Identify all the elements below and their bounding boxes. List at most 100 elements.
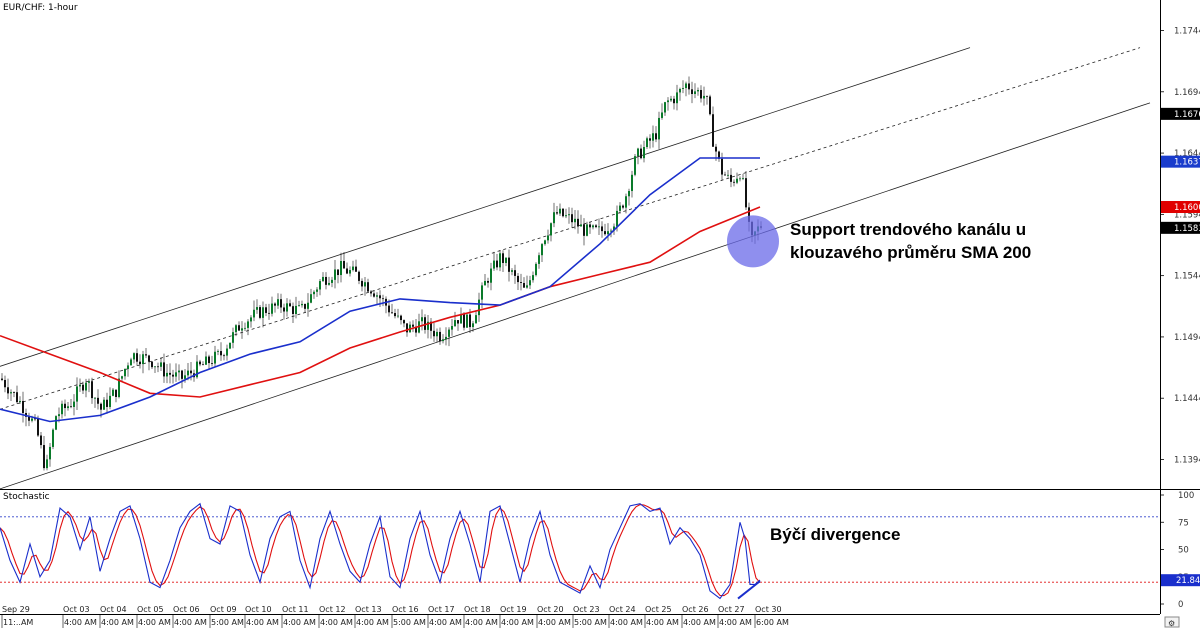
stochastic-axis-tick-label: 0 [1178, 600, 1183, 610]
price-axis-tick-label: 1.1444 [1174, 394, 1200, 404]
candle-body [499, 253, 501, 268]
candle-body [598, 226, 600, 228]
candle-body [415, 326, 417, 333]
candle-body [337, 269, 339, 276]
candle-body [364, 282, 366, 287]
date-label: Oct 03 [63, 605, 90, 614]
date-label: Oct 23 [573, 605, 600, 614]
candle-body [394, 312, 396, 317]
candle-body [373, 293, 375, 297]
time-label: 4:00 AM [429, 618, 462, 627]
candle-body [52, 429, 54, 447]
price-tag-label: 1.1600 [1174, 203, 1200, 213]
time-label: 4:00 AM [174, 618, 207, 627]
date-label: Oct 26 [682, 605, 709, 614]
price-tag-label: 1.1583 [1174, 224, 1200, 234]
candle-body [196, 361, 198, 378]
candle-body [688, 83, 690, 90]
annotation-support-line1: Support trendového kanálu u [790, 220, 1026, 239]
candle-body [523, 282, 525, 288]
stochastic-axis-tick-label: 100 [1178, 491, 1194, 501]
candle-body [16, 392, 18, 403]
highlight-circle [727, 215, 779, 268]
date-label: Oct 30 [755, 605, 782, 614]
time-label: 4:00 AM [610, 618, 643, 627]
time-label: 4:00 AM [719, 618, 752, 627]
candle-body [679, 88, 681, 93]
price-axis-tick-label: 1.1494 [1174, 333, 1200, 343]
candle-body [712, 114, 714, 147]
candle-body [355, 266, 357, 272]
candle-body [589, 224, 591, 228]
price-axis-tick-label: 1.1644 [1174, 149, 1200, 159]
candle-body [256, 307, 258, 310]
candle-body [439, 331, 441, 342]
candle-body [727, 174, 729, 176]
candle-body [175, 372, 177, 377]
candle-body [640, 148, 642, 159]
candle-body [370, 291, 372, 294]
candle-body [469, 314, 471, 328]
time-label: 4:00 AM [646, 618, 679, 627]
candle-body [160, 362, 162, 367]
candle-body [85, 382, 87, 391]
candle-body [376, 295, 378, 297]
candle-body [493, 260, 495, 269]
candle-body [310, 294, 312, 303]
candle-body [115, 389, 117, 398]
candle-body [403, 320, 405, 324]
candle-body [508, 257, 510, 272]
candle-body [82, 384, 84, 391]
candle-body [745, 178, 747, 208]
price-tag-bg [1161, 155, 1200, 168]
candle-body [484, 280, 486, 286]
candle-body [652, 133, 654, 141]
candle-body [532, 275, 534, 281]
price-panel[interactable]: EUR/CHF: 1-hour Support trendového kanál… [0, 0, 1160, 490]
candle-body [340, 261, 342, 276]
date-label: Oct 24 [609, 605, 636, 614]
candle-body [610, 230, 612, 232]
candle-body [211, 363, 213, 364]
candle-body [28, 416, 30, 421]
settings-icon[interactable]: ⚙ [1164, 616, 1180, 628]
stochastic-axis-tick-label: 50 [1178, 546, 1189, 556]
candle-body [91, 381, 93, 399]
candle-body [676, 92, 678, 104]
price-tag-bg [1161, 201, 1200, 214]
candle-body [475, 315, 477, 324]
candle-body [277, 299, 279, 306]
candle-body [649, 138, 651, 141]
candle-body [76, 386, 78, 402]
candle-body [685, 83, 687, 89]
candle-body [553, 212, 555, 224]
candle-body [565, 215, 567, 217]
candle-body [424, 317, 426, 330]
candle-body [406, 323, 408, 333]
candle-body [97, 397, 99, 404]
date-label: Oct 04 [100, 605, 127, 614]
candle-body [700, 89, 702, 99]
candle-body [166, 372, 168, 377]
candle-body [124, 368, 126, 377]
time-label: 4:00 AM [320, 618, 353, 627]
date-label: Oct 09 [210, 605, 237, 614]
candle-body [379, 295, 381, 299]
candle-body [109, 395, 111, 407]
stochastic-panel[interactable]: Stochastic Býčí divergence [0, 492, 1160, 600]
candle-body [661, 112, 663, 118]
candle-body [325, 276, 327, 285]
time-label: 6:00 AM [756, 618, 789, 627]
candle-body [736, 178, 738, 183]
candle-body [319, 281, 321, 290]
candle-body [721, 158, 723, 175]
candle-body [4, 379, 6, 388]
candle-body [241, 328, 243, 331]
time-label: 4:00 AM [246, 618, 279, 627]
candle-body [400, 315, 402, 321]
candle-body [301, 303, 303, 306]
candle-body [619, 205, 621, 211]
price-panel-bg [0, 0, 1160, 489]
price-tag-label: 1.1676 [1174, 110, 1200, 120]
